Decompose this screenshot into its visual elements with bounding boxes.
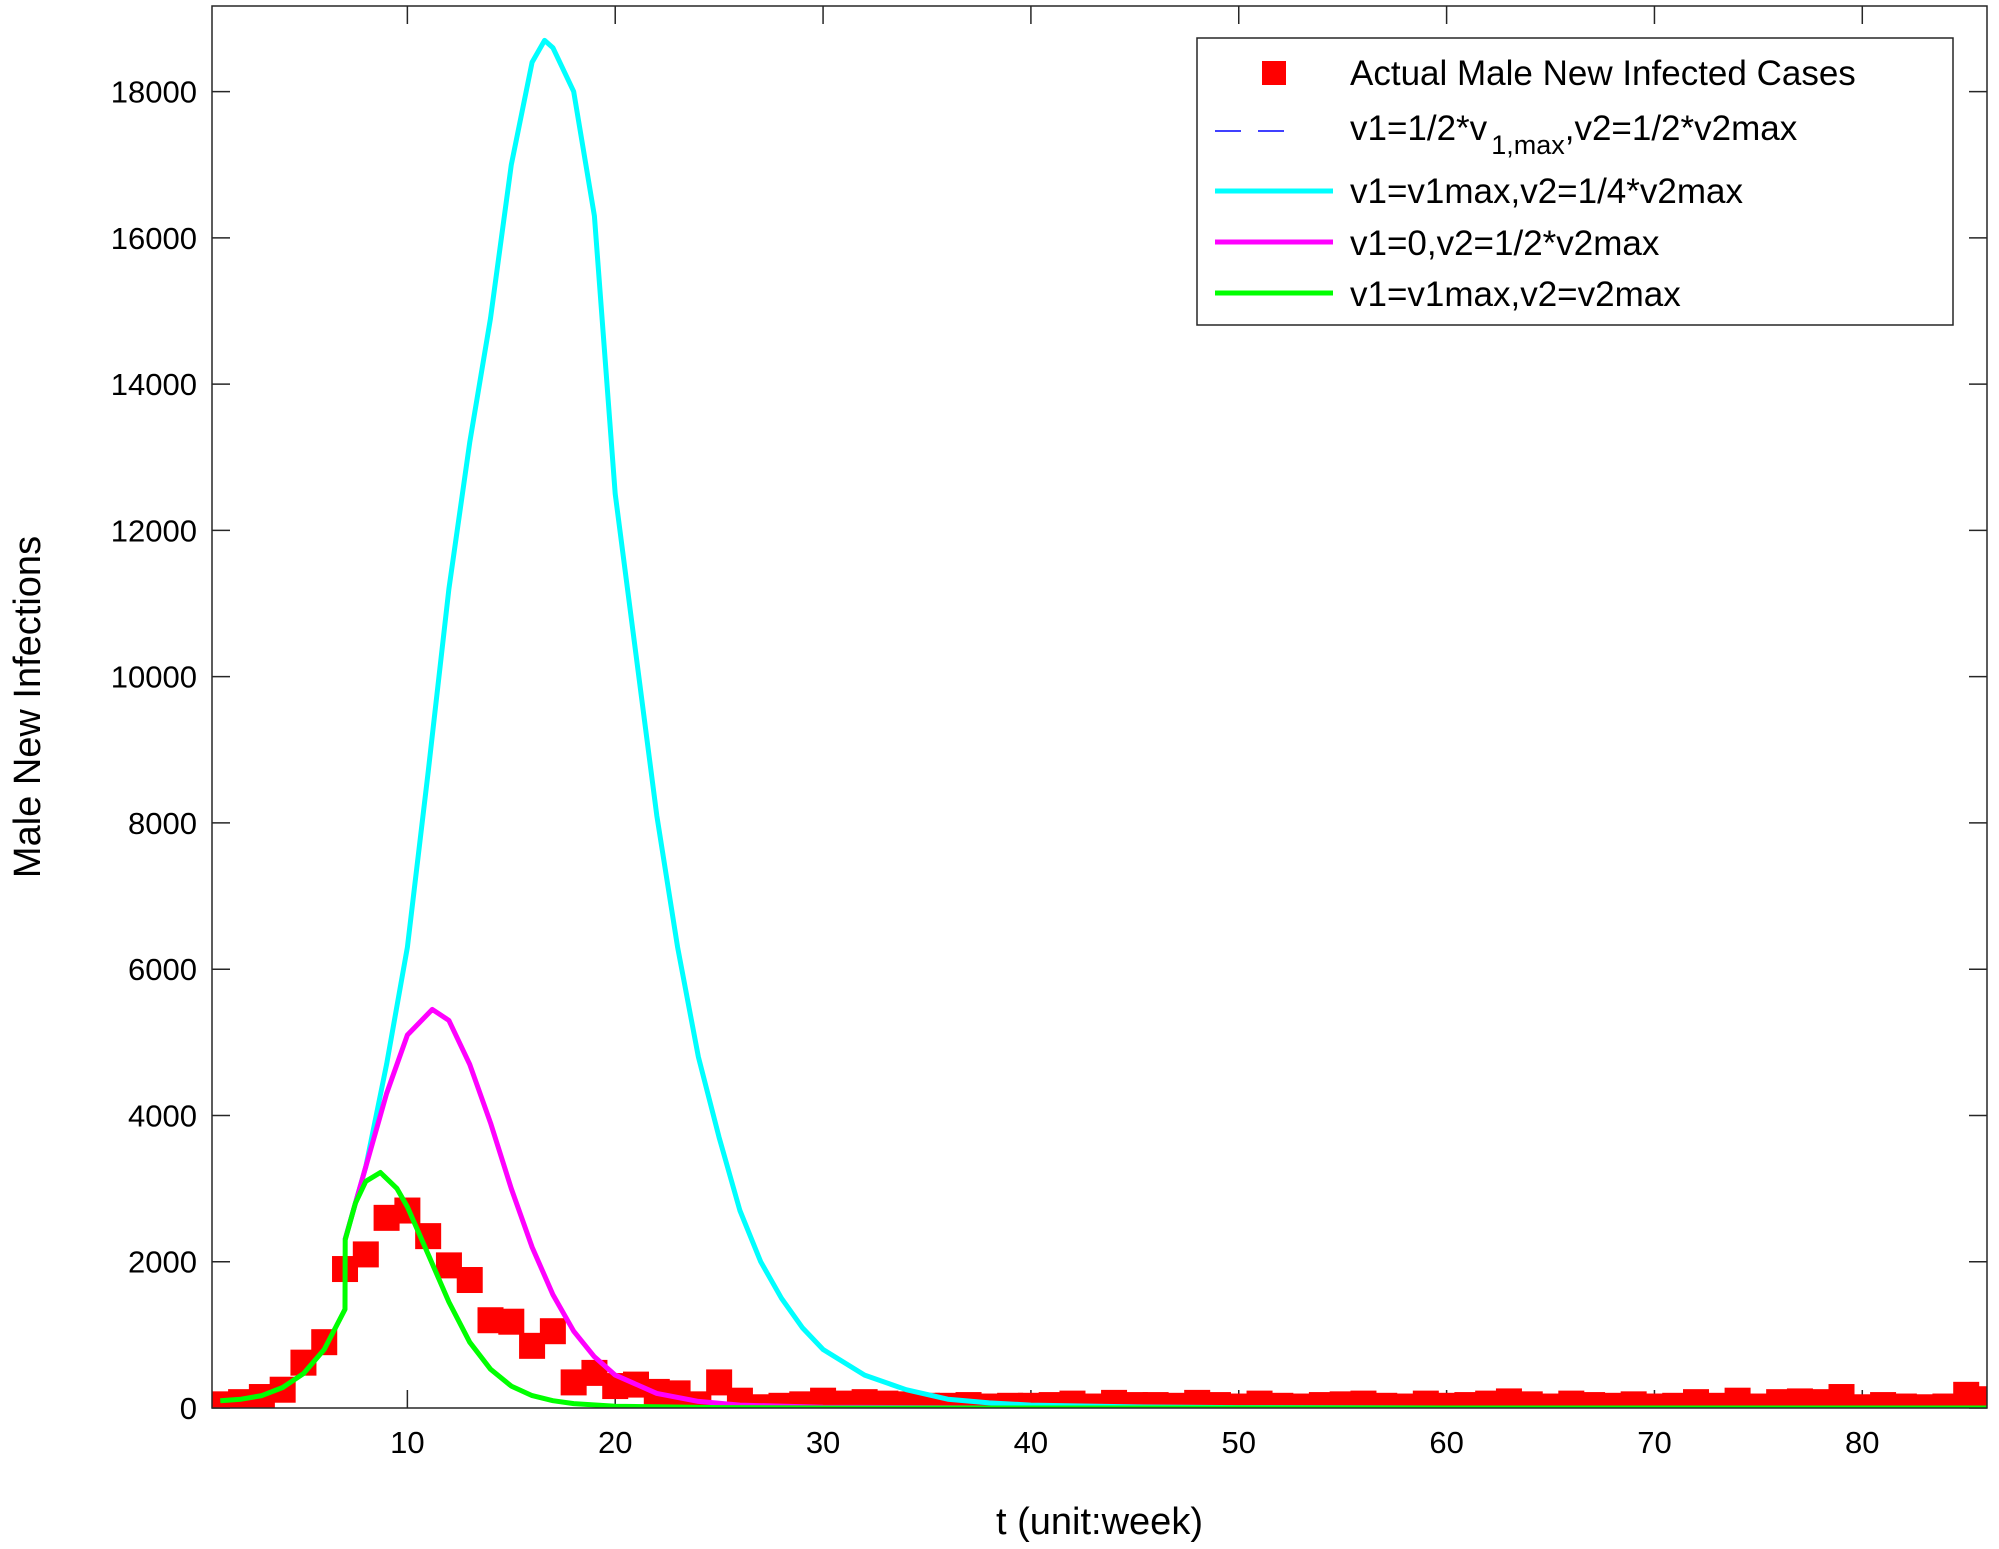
data-point-actual xyxy=(1641,1393,1668,1408)
data-point-actual xyxy=(1308,1392,1335,1408)
data-point-actual xyxy=(1475,1390,1502,1408)
y-tick-label: 2000 xyxy=(128,1245,197,1280)
legend-label-magenta: v1=0,v2=1/2*v2max xyxy=(1350,224,1660,263)
y-tick-label: 14000 xyxy=(111,367,197,402)
y-tick-label: 8000 xyxy=(128,806,197,841)
legend-box xyxy=(1196,37,1954,326)
scatter-actual-cases xyxy=(212,1197,1987,1408)
legend-label-half-v1-main: v1=1/2*v xyxy=(1350,109,1488,148)
data-point-actual xyxy=(1849,1394,1876,1408)
x-tick-label: 20 xyxy=(598,1425,632,1460)
x-tick-label: 60 xyxy=(1429,1425,1463,1460)
data-point-actual xyxy=(1890,1393,1917,1408)
x-tick-label: 40 xyxy=(1014,1425,1048,1460)
data-point-actual xyxy=(1184,1389,1211,1408)
data-point-actual xyxy=(1225,1393,1252,1408)
series-line-3 xyxy=(220,1170,1987,1408)
data-point-actual xyxy=(1433,1392,1460,1408)
data-point-actual xyxy=(1392,1393,1419,1408)
legend-label-half-v1: v1=1/2*v 1,max,v2=1/2*v2max xyxy=(1350,109,1798,160)
x-tick-label: 80 xyxy=(1845,1425,1879,1460)
data-point-actual xyxy=(1662,1392,1689,1408)
data-point-actual xyxy=(1870,1392,1897,1408)
data-point-actual xyxy=(1412,1390,1439,1408)
data-point-actual xyxy=(1101,1389,1128,1408)
data-point-actual xyxy=(1142,1392,1169,1408)
data-point-actual xyxy=(1288,1393,1315,1408)
data-point-actual xyxy=(893,1391,920,1408)
data-point-actual xyxy=(872,1390,899,1408)
legend-label-half-v1-tail: ,v2=1/2*v2max xyxy=(1565,109,1798,148)
x-tick-label: 30 xyxy=(806,1425,840,1460)
y-tick-label: 6000 xyxy=(128,952,197,987)
y-tick-label: 16000 xyxy=(111,221,197,256)
data-point-actual xyxy=(1371,1392,1398,1408)
data-point-actual xyxy=(1599,1392,1626,1408)
data-point-actual xyxy=(851,1389,878,1408)
legend-label-cyan: v1=v1max,v2=1/4*v2max xyxy=(1350,172,1743,211)
plot-area xyxy=(212,37,1987,1408)
data-point-actual xyxy=(1495,1388,1522,1408)
data-point-actual xyxy=(1911,1394,1938,1408)
data-point-actual xyxy=(1683,1389,1710,1408)
data-point-actual xyxy=(810,1387,837,1408)
legend: Actual Male New Infected Cases v1=1/2*v 1… xyxy=(1196,37,1954,326)
data-point-actual xyxy=(1204,1392,1231,1408)
legend-label-actual: Actual Male New Infected Cases xyxy=(1350,54,1856,93)
y-tick-label: 18000 xyxy=(111,75,197,110)
data-point-actual xyxy=(1537,1393,1564,1408)
legend-label-half-v1-sub: 1,max xyxy=(1491,130,1565,160)
data-point-actual xyxy=(1329,1391,1356,1408)
data-point-actual xyxy=(1579,1392,1606,1408)
y-tick-label: 12000 xyxy=(111,513,197,548)
y-tick-label: 10000 xyxy=(111,660,197,695)
x-tick-label: 70 xyxy=(1637,1425,1671,1460)
y-tick-label: 4000 xyxy=(128,1098,197,1133)
data-point-actual xyxy=(1558,1390,1585,1408)
data-point-actual xyxy=(1724,1387,1751,1408)
legend-label-green: v1=v1max,v2=v2max xyxy=(1350,275,1681,314)
y-axis-label: Male New Infections xyxy=(7,536,49,878)
data-point-actual xyxy=(456,1267,483,1294)
data-point-actual xyxy=(1766,1389,1793,1408)
data-point-actual xyxy=(1516,1391,1543,1408)
series-line-1 xyxy=(342,37,1987,1408)
data-point-actual xyxy=(1163,1392,1190,1408)
x-tick-label: 10 xyxy=(390,1425,424,1460)
y-tick-label: 0 xyxy=(180,1391,197,1426)
data-point-actual xyxy=(789,1391,816,1408)
axes-box xyxy=(211,5,1988,1409)
data-point-actual xyxy=(1454,1392,1481,1408)
ticks-layer: 10 20 30 40 50 60 70 80 0 2000 4000 6000 8000 10000 12… xyxy=(111,6,1987,1460)
plot-layer xyxy=(212,37,1987,1408)
data-point-actual xyxy=(1974,1386,1987,1408)
data-point-actual xyxy=(1807,1389,1834,1408)
data-point-actual xyxy=(1350,1390,1377,1408)
data-point-actual xyxy=(1246,1390,1273,1408)
data-point-actual xyxy=(830,1390,857,1408)
data-point-actual xyxy=(1745,1393,1772,1408)
data-point-actual xyxy=(1786,1388,1813,1408)
data-point-actual xyxy=(539,1318,566,1345)
data-point-actual xyxy=(1932,1393,1959,1408)
data-point-actual xyxy=(1620,1391,1647,1408)
series-line-2 xyxy=(342,1006,1987,1408)
data-point-actual xyxy=(1121,1392,1148,1408)
x-tick-label: 50 xyxy=(1222,1425,1256,1460)
data-point-actual xyxy=(1267,1392,1294,1408)
data-point-actual xyxy=(352,1241,379,1268)
legend-marker-actual xyxy=(1262,61,1286,85)
data-point-actual xyxy=(1703,1392,1730,1408)
x-axis-label: t (unit:week) xyxy=(996,1501,1203,1543)
data-point-actual xyxy=(1828,1384,1855,1408)
data-point-actual xyxy=(498,1308,525,1335)
